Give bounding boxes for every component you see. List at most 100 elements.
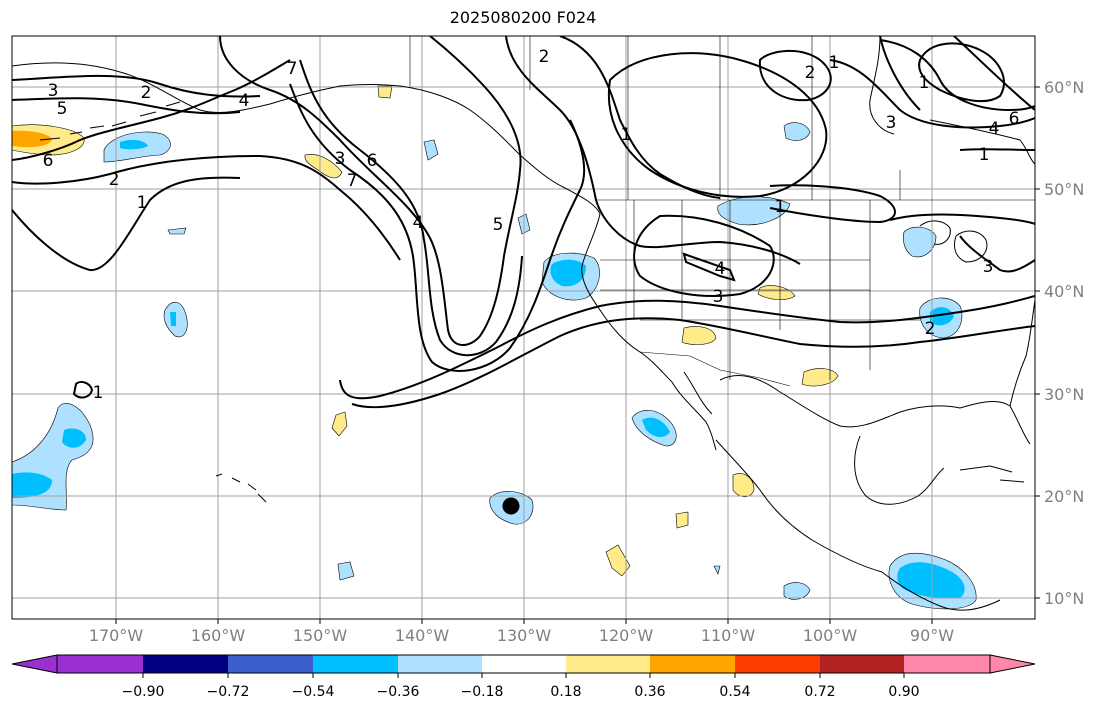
lon-label-140w: 140°W bbox=[394, 626, 450, 645]
contour-label: 1 bbox=[919, 73, 930, 93]
lon-label-110w: 110°W bbox=[700, 626, 756, 645]
negative-anomaly bbox=[783, 122, 811, 141]
negative-anomaly bbox=[337, 561, 355, 581]
positive-anomaly bbox=[675, 511, 689, 529]
contour-label: 2 bbox=[109, 170, 120, 190]
negative-anomaly bbox=[713, 565, 721, 575]
colorbar-frame bbox=[56, 654, 991, 674]
positive-anomaly bbox=[757, 285, 796, 300]
negative-anomaly bbox=[167, 227, 187, 235]
lon-label-120w: 120°W bbox=[598, 626, 654, 645]
contour-label: 6 bbox=[43, 151, 54, 171]
contour-label: 3 bbox=[48, 81, 59, 101]
contour-label: 1 bbox=[621, 125, 632, 145]
tick-marks bbox=[115, 86, 1040, 624]
negative-anomaly-strong bbox=[550, 259, 586, 287]
colorbar-extend-max bbox=[989, 654, 1036, 674]
negative-anomaly-strong bbox=[12, 472, 52, 498]
lat-label-40n: 40°N bbox=[1044, 282, 1085, 301]
contour-label: 5 bbox=[493, 215, 504, 235]
contour-label: 6 bbox=[367, 151, 378, 171]
colorbar-tick-label: 0.72 bbox=[804, 684, 836, 700]
contour-label: 2 bbox=[925, 319, 936, 339]
colorbar-bin bbox=[566, 655, 650, 673]
positive-anomaly bbox=[732, 473, 755, 498]
lat-label-10n: 10°N bbox=[1044, 589, 1085, 608]
lon-label-130w: 130°W bbox=[496, 626, 552, 645]
negative-anomaly bbox=[783, 582, 811, 600]
contour-label: 2 bbox=[539, 47, 550, 67]
lat-label-20n: 20°N bbox=[1044, 487, 1085, 506]
contour-labels: 3 5 6 2 1 2 7 4 3 6 7 4 5 2 2 1 1 3 6 4 … bbox=[43, 47, 1020, 403]
colorbar-bin bbox=[735, 655, 820, 673]
negative-anomaly-strong bbox=[170, 312, 176, 326]
contour-label: 4 bbox=[239, 91, 250, 111]
contour-label: 3 bbox=[983, 257, 994, 277]
positive-anomaly-strong bbox=[12, 130, 52, 148]
positive-anomaly bbox=[304, 154, 343, 179]
contour-label: 3 bbox=[713, 287, 724, 307]
lon-label-150w: 150°W bbox=[292, 626, 348, 645]
contour-label: 4 bbox=[989, 119, 1000, 139]
colorbar-bin bbox=[650, 655, 735, 673]
colorbar-tick-label: −0.18 bbox=[460, 684, 504, 700]
negative-anomaly-strong bbox=[120, 139, 148, 150]
contour-label: 4 bbox=[715, 259, 726, 279]
colorbar-bin bbox=[313, 655, 398, 673]
contour-label: 3 bbox=[886, 113, 897, 133]
contour-label: 4 bbox=[413, 213, 424, 233]
contour-label: 7 bbox=[287, 59, 298, 79]
positive-anomaly bbox=[681, 326, 717, 345]
contour-label: 2 bbox=[805, 63, 816, 83]
storm-marker bbox=[502, 497, 520, 515]
negative-anomaly bbox=[423, 139, 439, 161]
positive-anomaly bbox=[801, 368, 839, 387]
lon-label-170w: 170°W bbox=[88, 626, 144, 645]
contour-label: 6 bbox=[1009, 109, 1020, 129]
lon-label-90w: 90°W bbox=[909, 626, 955, 645]
shaded-anomalies bbox=[12, 85, 977, 610]
map-title: 2025080200 F024 bbox=[449, 8, 597, 27]
lon-label-160w: 160°W bbox=[190, 626, 246, 645]
colorbar-bin bbox=[398, 655, 482, 673]
colorbar bbox=[11, 654, 1036, 678]
lon-label-100w: 100°W bbox=[802, 626, 858, 645]
positive-anomaly bbox=[377, 85, 393, 99]
contour-label: 1 bbox=[829, 53, 840, 73]
colorbar-bin bbox=[143, 655, 228, 673]
contour-label: 1 bbox=[775, 197, 786, 217]
negative-anomaly-strong bbox=[62, 428, 86, 448]
colorbar-bin bbox=[820, 655, 904, 673]
colorbar-tick-label: 0.90 bbox=[888, 684, 920, 700]
colorbar-tick-label: −0.90 bbox=[121, 684, 165, 700]
contour-lines bbox=[12, 36, 1035, 409]
negative-anomaly bbox=[902, 226, 937, 258]
contour-label: 7 bbox=[347, 171, 358, 191]
positive-anomaly bbox=[331, 411, 348, 437]
colorbar-bin bbox=[904, 655, 990, 673]
colorbar-bin bbox=[228, 655, 313, 673]
colorbar-bin bbox=[482, 655, 566, 673]
lat-label-50n: 50°N bbox=[1044, 180, 1085, 199]
contour-label: 2 bbox=[141, 83, 152, 103]
colorbar-tick-label: 0.18 bbox=[550, 684, 582, 700]
colorbar-tick-label: 0.54 bbox=[719, 684, 751, 700]
lat-label-30n: 30°N bbox=[1044, 385, 1085, 404]
colorbar-tick-label: −0.54 bbox=[291, 684, 335, 700]
gridlines bbox=[12, 36, 1035, 619]
contour-label: 1 bbox=[137, 193, 148, 213]
contour-label: 3 bbox=[335, 149, 346, 169]
negative-anomaly-strong bbox=[930, 307, 954, 326]
colorbar-tick-label: −0.72 bbox=[206, 684, 250, 700]
colorbar-tick-label: 0.36 bbox=[634, 684, 666, 700]
contour-label: 1 bbox=[93, 383, 104, 403]
negative-anomaly-strong bbox=[897, 562, 965, 599]
colorbar-bin bbox=[57, 655, 143, 673]
lat-label-60n: 60°N bbox=[1044, 78, 1085, 97]
colorbar-extend-min bbox=[11, 654, 58, 674]
colorbar-tick-label: −0.36 bbox=[376, 684, 420, 700]
negative-anomaly-strong bbox=[642, 417, 670, 438]
contour-label: 5 bbox=[57, 99, 68, 119]
contour-label: 1 bbox=[979, 145, 990, 165]
